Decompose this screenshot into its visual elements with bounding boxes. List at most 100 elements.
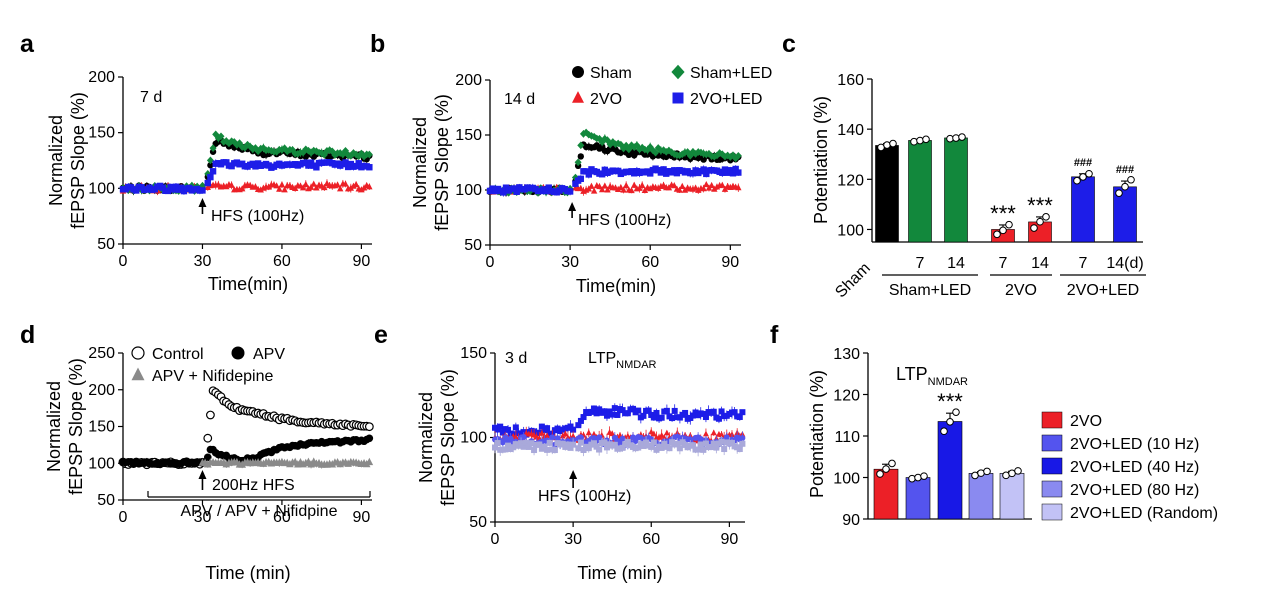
data-point — [257, 186, 264, 193]
data-point — [729, 170, 737, 177]
panel-f: LTPNMDAR Potentiation (%) — [807, 364, 968, 498]
legend-label-2vo-led: 2VO+LED — [690, 91, 762, 108]
legend-label-sham: Sham — [590, 65, 632, 82]
data-point — [708, 444, 715, 451]
data-point — [281, 186, 288, 193]
data-point — [697, 435, 704, 442]
y-tick-label: 120 — [837, 172, 864, 189]
data-dot — [993, 230, 1001, 239]
x-tick-label-2vo-7: 7 — [999, 255, 1008, 272]
y-tick-label: 50 — [469, 514, 487, 531]
data-point — [365, 434, 374, 443]
data-point — [334, 181, 341, 188]
data-point — [739, 440, 746, 447]
data-point — [601, 408, 608, 415]
data-dot — [1127, 175, 1135, 184]
data-point — [723, 434, 730, 441]
data-point — [554, 435, 561, 442]
data-point — [570, 426, 577, 433]
data-point — [710, 408, 717, 415]
data-point — [352, 150, 360, 159]
y-tick-label: 50 — [97, 236, 115, 253]
y-tick-label: 110 — [834, 429, 860, 446]
data-point — [687, 436, 694, 443]
data-point — [650, 430, 657, 437]
data-point — [590, 430, 597, 437]
data-point — [695, 446, 702, 453]
series-d-APV + Nifidepine — [198, 457, 374, 469]
data-point — [355, 160, 362, 167]
data-point — [700, 446, 707, 453]
data-point — [703, 170, 710, 178]
data-dot — [888, 459, 896, 468]
x-tick-label: 0 — [491, 531, 500, 548]
arrow-head — [568, 202, 577, 211]
data-point — [505, 426, 512, 433]
data-point — [609, 138, 617, 146]
data-point — [609, 430, 616, 437]
data-point — [577, 417, 584, 424]
y-tick-label: 100 — [460, 430, 487, 447]
data-point — [577, 434, 584, 441]
data-point — [233, 141, 241, 149]
x-tick-label: 90 — [720, 531, 738, 548]
data-point — [520, 443, 527, 450]
x-axis-label-b: Time(min) — [576, 276, 656, 296]
bar-c-1 — [908, 140, 932, 243]
y-tick-label: 150 — [88, 419, 115, 436]
x-axis-label-e: Time (min) — [577, 563, 662, 583]
data-point — [567, 423, 574, 430]
data-point — [259, 144, 267, 152]
y-axis-label-line: fEPSP Slope (%) — [68, 92, 88, 229]
legend-label-2vo: 2VO — [590, 91, 622, 108]
data-point — [365, 457, 374, 466]
data-point — [603, 444, 610, 451]
data-point — [596, 446, 603, 453]
legend-marker-2vo — [572, 91, 584, 103]
data-point — [518, 440, 525, 447]
data-point — [676, 186, 683, 193]
data-point — [718, 408, 725, 415]
y-tick-label: 100 — [837, 222, 864, 239]
x-tick-label-2vo-14: 14 — [1031, 255, 1049, 272]
data-point — [217, 132, 225, 141]
y-tick-label: 50 — [464, 237, 482, 254]
y-axis-label-line: Normalized — [46, 115, 66, 206]
data-point — [350, 182, 357, 189]
x-tick-label-sham-led-14: 14 — [947, 255, 965, 272]
data-point — [525, 443, 532, 450]
data-point — [702, 414, 709, 421]
y-axis-label-line: fEPSP Slope (%) — [66, 358, 86, 495]
y-tick-label: 200 — [88, 382, 115, 399]
data-point — [700, 166, 707, 173]
legend-swatch-f-4 — [1041, 503, 1063, 521]
series-group-b — [486, 128, 742, 197]
data-point — [559, 440, 566, 447]
legend-swatch-f-1 — [1041, 434, 1063, 452]
data-point — [206, 156, 214, 165]
y-tick-label: 200 — [88, 69, 115, 86]
data-point — [736, 413, 743, 420]
data-point — [545, 184, 552, 191]
data-point — [492, 444, 498, 451]
data-point — [645, 407, 652, 414]
data-dot — [910, 137, 918, 146]
hfs-arrow-d — [198, 470, 207, 490]
x-axis-label-d: Time (min) — [205, 563, 290, 583]
data-point — [585, 171, 592, 178]
y-tick-label: 100 — [88, 455, 115, 472]
data-point — [203, 453, 212, 462]
data-point — [655, 184, 662, 191]
legend-swatch-f-0 — [1041, 411, 1063, 429]
x-tick-label: 30 — [194, 509, 212, 526]
data-point — [724, 151, 732, 160]
data-point — [577, 153, 584, 160]
data-dot — [916, 136, 924, 145]
data-point — [246, 142, 254, 151]
data-point — [307, 183, 315, 190]
panel-label-c: c — [782, 30, 796, 58]
y-axis-label-line: fEPSP Slope (%) — [438, 369, 458, 506]
data-point — [575, 445, 582, 452]
legend-label-apv-nifidepine: APV + Nifidepine — [152, 368, 274, 385]
